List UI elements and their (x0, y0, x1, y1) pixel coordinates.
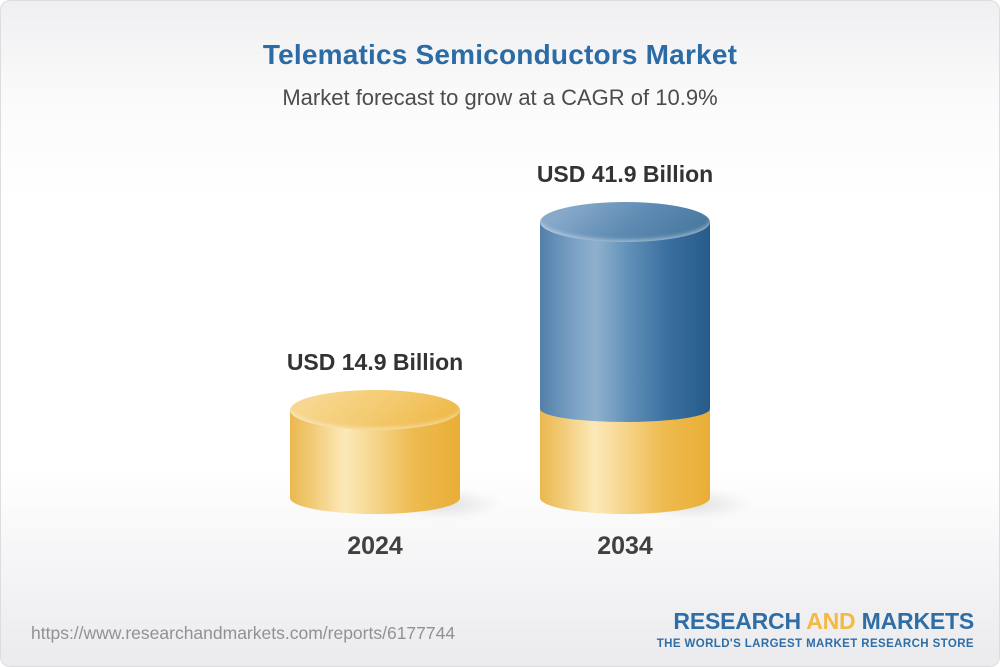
bar-2034-value-label: USD 41.9 Billion (536, 161, 714, 187)
bar-2034-base-segment (540, 410, 710, 514)
bar-2024-value-label: USD 14.9 Billion (286, 349, 464, 375)
chart-subtitle: Market forecast to grow at a CAGR of 10.… (282, 85, 718, 110)
bar-2034-growth-segment (540, 222, 710, 422)
logo-word-markets: MARKETS (861, 608, 975, 634)
footer: https://www.researchandmarkets.com/repor… (1, 596, 999, 666)
report-url-link[interactable]: https://www.researchandmarkets.com/repor… (31, 623, 456, 643)
bar-2034-year-label: 2034 (597, 532, 653, 560)
header: Telematics Semiconductors Market Market … (1, 1, 999, 111)
chart-title: Telematics Semiconductors Market (262, 39, 738, 70)
bar-2024-year-label: 2024 (347, 532, 403, 560)
logo-tagline: THE WORLD'S LARGEST MARKET RESEARCH STOR… (656, 638, 974, 650)
bar-2024-cylinder-top (290, 390, 460, 430)
logo-word-research: RESEARCH (673, 608, 801, 634)
logo-word-and: AND (806, 608, 856, 634)
logo-wordmark: RESEARCH AND MARKETS (657, 608, 974, 635)
bar-2034-cylinder-top (540, 202, 710, 242)
research-and-markets-logo[interactable]: RESEARCH AND MARKETS THE WORLD'S LARGEST… (657, 608, 974, 650)
